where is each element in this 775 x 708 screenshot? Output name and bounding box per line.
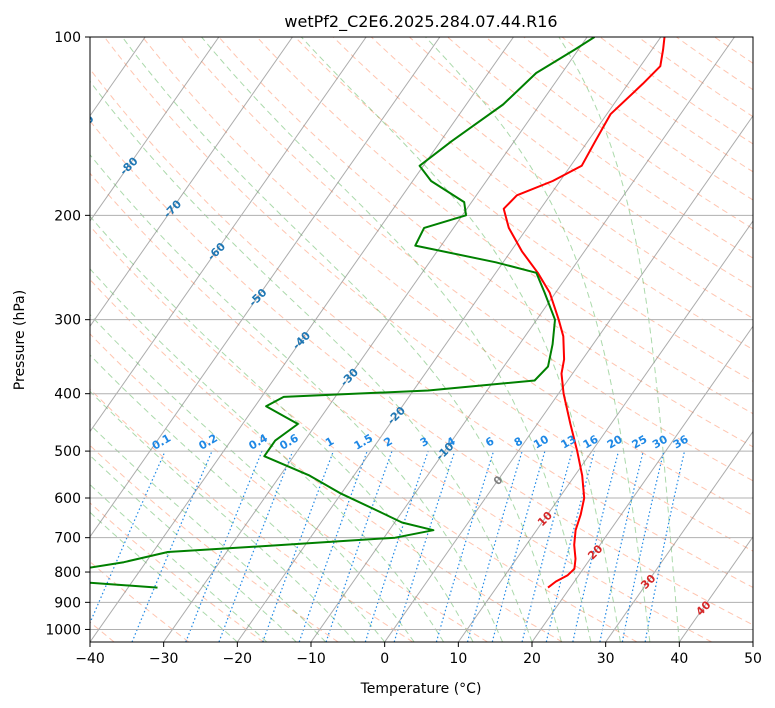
mixing-ratio-line (131, 450, 213, 642)
y-tick-label: 600 (54, 491, 81, 507)
mixing-ratio-line (521, 450, 573, 642)
dry-adiabat (90, 68, 753, 589)
temperature-profile (502, 37, 666, 589)
isotherm (90, 37, 441, 538)
moist-adiabat (90, 423, 327, 642)
y-tick-label: 800 (54, 565, 81, 581)
moist-adiabat (90, 80, 533, 642)
moist-adiabat (90, 454, 297, 642)
x-tick-label: −20 (223, 651, 253, 667)
x-tick-label: −40 (75, 651, 105, 667)
moist-adiabat (201, 37, 592, 642)
dry-adiabat (90, 502, 264, 642)
dry-adiabat (561, 37, 753, 173)
dry-adiabat (104, 37, 753, 552)
background-lines (90, 37, 753, 642)
dry-adiabat (142, 37, 753, 517)
mixing-ratio-line (393, 450, 456, 642)
dry-adiabat (447, 37, 753, 259)
plot-frame (89, 36, 754, 643)
profile-lines (90, 37, 666, 589)
dry-adiabat (256, 37, 753, 415)
mixing-ratio-line (466, 450, 523, 642)
x-tick-label: 40 (670, 651, 688, 667)
y-tick-label: 300 (54, 313, 81, 329)
y-axis: 1000 900 800 700 600 500 400 300 200 100 (45, 30, 90, 638)
dry-adiabat (599, 37, 753, 145)
x-tick-label: 0 (380, 651, 389, 667)
mixing-ratio-line (572, 450, 620, 642)
mixing-ratio-line (298, 450, 368, 642)
isotherm (236, 37, 662, 642)
moist-adiabat (90, 154, 503, 642)
dry-adiabat (332, 37, 753, 351)
y-tick-label: 700 (54, 531, 81, 547)
dewpoint-profile (90, 37, 596, 589)
isotherm (384, 114, 753, 642)
moist-adiabat (90, 483, 268, 642)
y-tick-label: 100 (54, 30, 81, 46)
isotherm (310, 37, 735, 642)
dry-adiabat (485, 37, 753, 230)
dry-adiabat (90, 444, 339, 642)
isotherm (163, 37, 588, 642)
moist-adiabat (121, 37, 562, 642)
isotherm (457, 220, 753, 642)
moist-adiabat (300, 37, 621, 642)
isotherm (678, 535, 753, 642)
y-tick-label: 500 (54, 444, 81, 460)
isotherm (90, 37, 220, 222)
x-tick-label: 50 (744, 651, 762, 667)
x-tick-label: 20 (523, 651, 541, 667)
x-axis: −40 −30 −20 −10 0 10 20 30 40 50 (75, 642, 762, 667)
pressure-gridlines (90, 37, 753, 630)
isotherm (90, 37, 367, 433)
mixing-ratio-line (218, 450, 294, 642)
isotherm (605, 430, 753, 642)
moist-adiabat (90, 268, 445, 642)
y-tick-label: 1000 (45, 622, 81, 638)
dry-adiabat (90, 278, 563, 642)
x-tick-label: −30 (149, 651, 179, 667)
y-axis-label: Pressure (hPa) (12, 290, 28, 390)
x-tick-label: −10 (296, 651, 326, 667)
isotherm (531, 325, 753, 642)
mixing-ratio-line (185, 450, 263, 642)
moist-adiabat (90, 511, 238, 642)
mixing-ratio-line (435, 450, 495, 642)
x-axis-label: Temperature (°C) (360, 681, 482, 697)
moist-adiabat (90, 354, 386, 642)
y-tick-label: 400 (54, 387, 81, 403)
chart-title: wetPf2_C2E6.2025.284.07.44.R16 (284, 12, 557, 32)
y-tick-label: 200 (54, 208, 81, 224)
moist-adiabat (425, 37, 651, 642)
y-tick-label: 900 (54, 595, 81, 611)
mixing-ratio-line (545, 450, 595, 642)
mixing-ratio-line (262, 450, 334, 642)
mixing-ratio-line (599, 450, 644, 642)
dry-adiabat (90, 225, 638, 642)
moist-adiabat (558, 37, 680, 642)
isotherm-label: -90 (73, 112, 96, 135)
mixing-ratio-line (325, 450, 393, 642)
x-tick-label: 10 (449, 651, 467, 667)
dry-adiabat (294, 37, 753, 382)
isotherm (90, 37, 514, 642)
mixing-ratio-line (491, 450, 546, 642)
x-tick-label: 30 (597, 651, 615, 667)
dry-adiabat (523, 37, 753, 201)
isotherm (90, 37, 293, 328)
moist-adiabat (90, 390, 356, 642)
dry-adiabat (90, 172, 712, 642)
dry-adiabat (90, 120, 753, 626)
mixing-ratio-line (364, 450, 429, 642)
moist-adiabat (90, 215, 474, 642)
